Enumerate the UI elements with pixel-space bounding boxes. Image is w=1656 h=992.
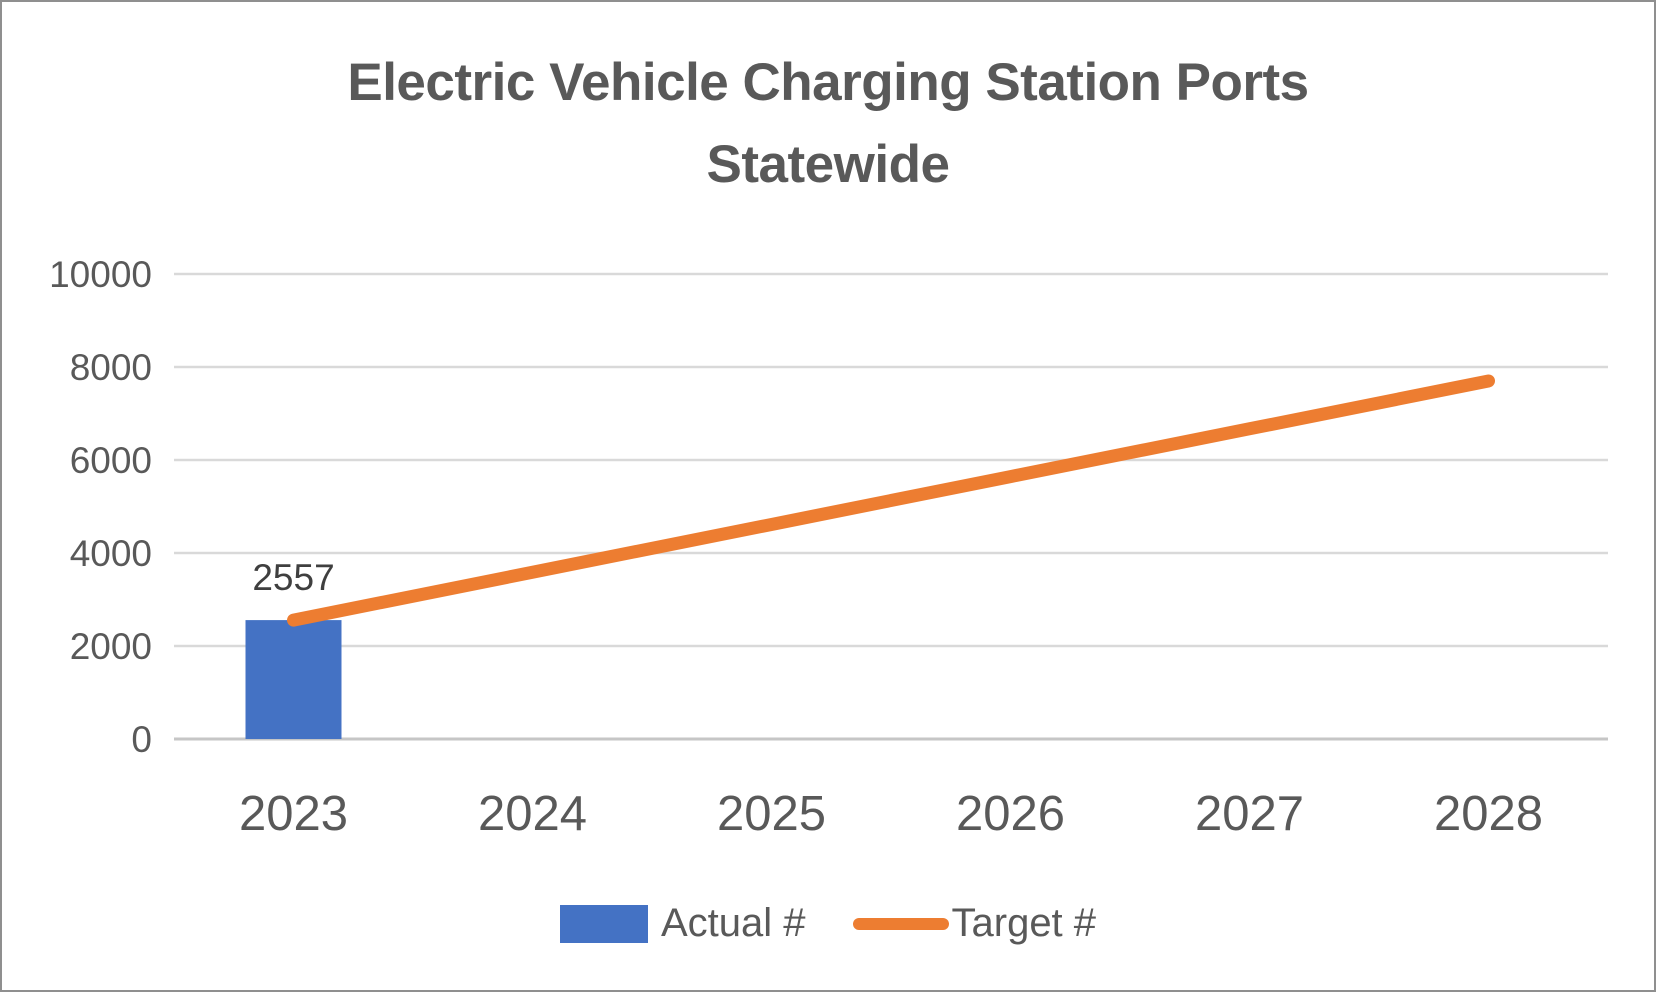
y-axis-tick-label: 0	[131, 719, 152, 760]
bar-actual-2023	[245, 620, 342, 739]
legend-label-actual: Actual #	[660, 901, 806, 945]
legend: Actual # Target #	[2, 901, 1654, 946]
x-axis-tick-label: 2028	[1434, 787, 1543, 841]
x-axis-tick-label: 2024	[478, 787, 587, 841]
x-axis-tick-label: 2027	[1195, 787, 1304, 841]
chart-title-line2: Statewide	[706, 135, 950, 194]
legend-item-target: Target #	[852, 901, 1097, 946]
x-axis-tick-label: 2025	[717, 787, 826, 841]
target-series-swatch	[852, 917, 949, 930]
target-line	[287, 374, 1495, 627]
chart-title-line1: Electric Vehicle Charging Station Ports	[347, 53, 1309, 112]
x-axis-tick-label: 2026	[956, 787, 1065, 841]
y-axis-tick-label: 10000	[49, 254, 152, 295]
bar-data-label: 2557	[252, 557, 334, 598]
y-axis-tick-label: 8000	[70, 347, 152, 388]
legend-label-target: Target #	[951, 901, 1097, 945]
y-axis-tick-label: 6000	[70, 440, 152, 481]
y-axis-tick-label: 4000	[70, 533, 152, 574]
chart-title: Electric Vehicle Charging Station Ports …	[2, 42, 1654, 206]
legend-item-actual: Actual #	[559, 901, 806, 946]
actual-series-swatch	[559, 904, 648, 943]
x-axis-tick-label: 2023	[239, 787, 348, 841]
y-axis-tick-label: 2000	[70, 626, 152, 667]
